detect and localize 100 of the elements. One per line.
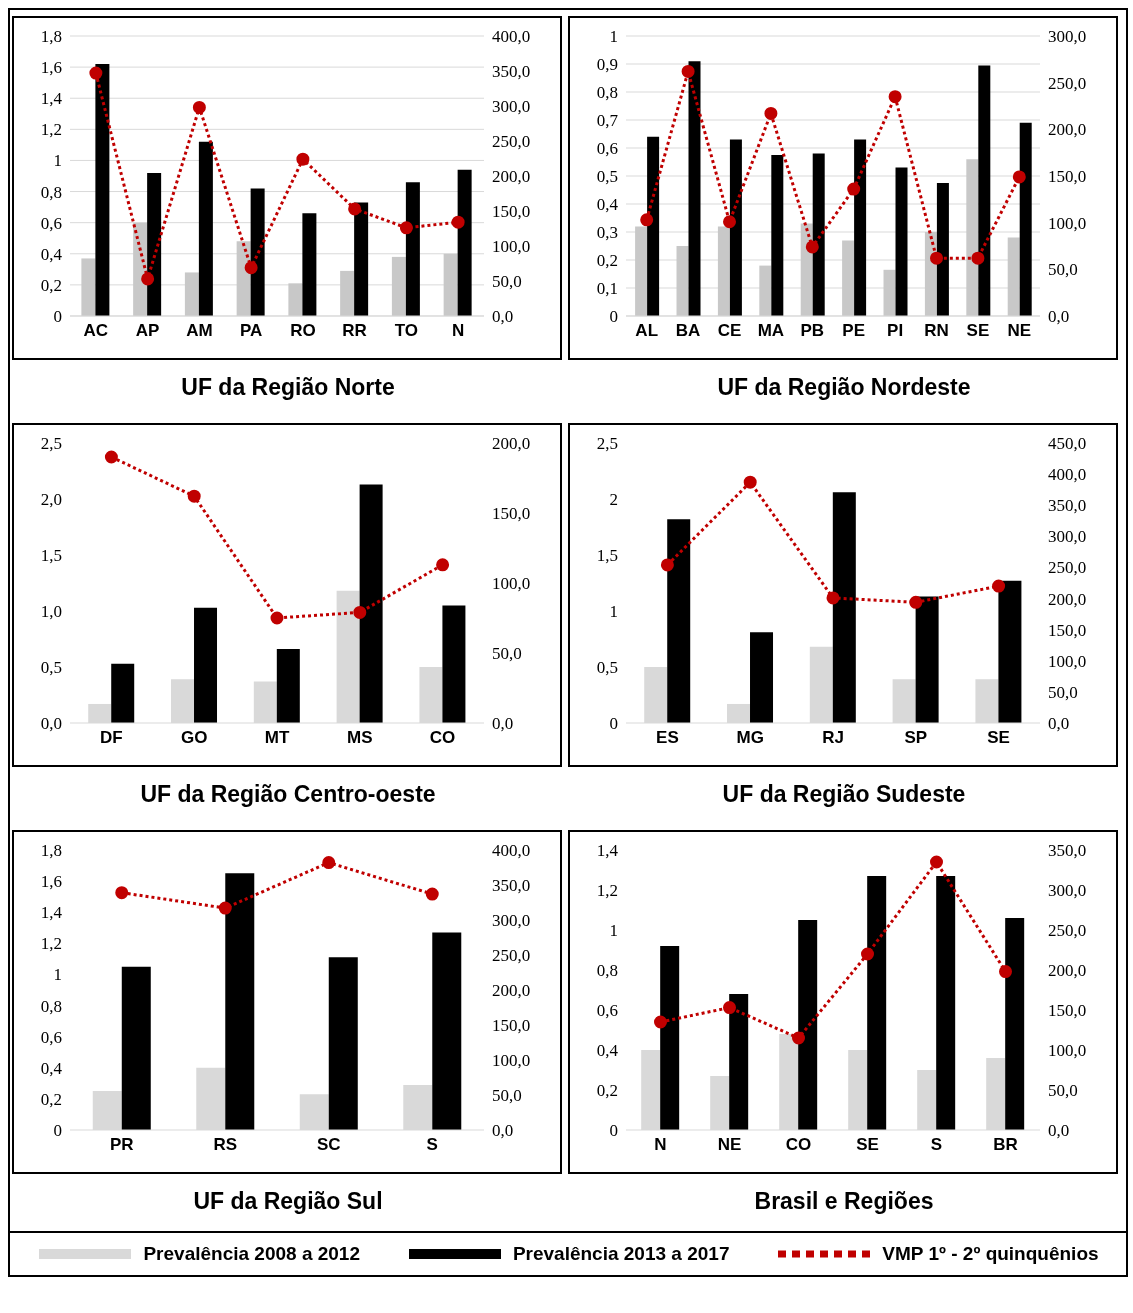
y-tick-label: 0,6 (596, 139, 618, 159)
y-tick-label: 1,4 (596, 841, 619, 861)
y-tick-label: 1 (609, 27, 618, 47)
bar (111, 663, 135, 723)
y2-tick-label: 450,0 (1048, 434, 1087, 454)
bar (800, 223, 813, 316)
y2-tick-label: 0,0 (492, 307, 514, 327)
point (992, 579, 1006, 593)
bar (1005, 918, 1025, 1130)
point (425, 887, 439, 901)
bar (717, 226, 730, 316)
y2-tick-label: 100,0 (1048, 1041, 1087, 1061)
x-tick-label: CE (717, 321, 742, 341)
bar (442, 605, 466, 723)
point (270, 611, 284, 625)
x-axis-title: UF da Região Norte (180, 373, 396, 402)
y-tick-label: 1,2 (40, 934, 62, 954)
x-tick-label: N (451, 321, 465, 341)
y-tick-label: 1,2 (40, 120, 62, 140)
y2-tick-label: 250,0 (492, 946, 531, 966)
y-tick-label: 0,7 (596, 111, 619, 131)
bar (832, 492, 856, 723)
point (971, 251, 985, 265)
x-tick-label: MG (736, 728, 764, 748)
y2-tick-label: 350,0 (1048, 841, 1087, 861)
bar (647, 136, 660, 316)
point (1012, 170, 1026, 184)
x-axis-title: UF da Região Sudeste (721, 780, 967, 809)
legend-label: Prevalência 2013 a 2017 (512, 1243, 730, 1265)
point (723, 1001, 736, 1015)
bar (359, 484, 383, 723)
bar (432, 932, 462, 1130)
bar (328, 957, 358, 1130)
bar (236, 241, 251, 316)
y-tick-label: 1,5 (596, 546, 618, 566)
y2-tick-label: 0,0 (492, 714, 514, 734)
bar (842, 240, 855, 316)
y-tick-label: 1,4 (40, 903, 63, 923)
y-tick-label: 0,9 (596, 55, 618, 75)
x-tick-label: RJ (822, 728, 844, 748)
point (353, 605, 367, 619)
y-tick-label: 0,5 (596, 167, 618, 187)
y-tick-label: 0,4 (596, 1041, 619, 1061)
y-tick-label: 1 (53, 151, 62, 171)
bar (81, 258, 96, 316)
y-tick-label: 0,1 (596, 279, 618, 299)
point (654, 1015, 667, 1029)
bar (688, 61, 701, 316)
y-tick-label: 0,2 (596, 251, 618, 271)
y2-tick-label: 200,0 (492, 981, 531, 1001)
x-tick-label: AL (635, 321, 659, 341)
x-tick-label: RR (342, 321, 367, 341)
x-tick-label: PI (887, 321, 904, 341)
y-tick-label: 0,4 (596, 195, 619, 215)
y2-tick-label: 50,0 (1048, 260, 1078, 280)
x-tick-label: PE (842, 321, 866, 341)
y-tick-label: 1 (609, 602, 618, 622)
bar (936, 876, 956, 1130)
y2-tick-label: 200,0 (492, 167, 531, 187)
y-tick-label: 0,4 (40, 244, 63, 264)
bar (225, 873, 255, 1130)
point (861, 947, 874, 961)
y2-tick-label: 0,0 (492, 1121, 514, 1141)
point (743, 475, 757, 489)
y-tick-label: 2 (609, 490, 618, 510)
point (115, 886, 129, 900)
point (640, 213, 654, 227)
y-tick-label: 0,5 (40, 658, 62, 678)
y2-tick-label: 250,0 (492, 132, 531, 152)
bar (915, 596, 939, 723)
bar (276, 649, 300, 723)
y2-tick-label: 300,0 (1048, 27, 1087, 47)
bar (405, 182, 420, 316)
x-tick-label: NE (1007, 321, 1032, 341)
bar (250, 188, 265, 316)
x-tick-label: CO (429, 728, 456, 748)
point (999, 965, 1012, 979)
y-tick-label: 0,8 (596, 83, 618, 103)
x-axis-title: UF da Região Nordeste (716, 373, 972, 402)
point (451, 215, 465, 229)
bar (660, 946, 680, 1130)
bar (936, 183, 949, 316)
bar (729, 994, 749, 1130)
y2-tick-label: 150,0 (1048, 167, 1087, 187)
legend-label: Prevalência 2008 a 2012 (143, 1243, 361, 1265)
x-tick-label: CO (785, 1135, 812, 1155)
x-tick-label: RS (213, 1135, 238, 1155)
bar (750, 632, 774, 723)
y2-tick-label: 300,0 (1048, 881, 1087, 901)
bar (883, 269, 896, 316)
y2-tick-label: 350,0 (492, 876, 531, 896)
bar (340, 270, 355, 316)
y2-tick-label: 400,0 (492, 841, 531, 861)
y-tick-label: 0 (609, 307, 618, 327)
bar (1007, 237, 1020, 316)
bar (812, 153, 825, 316)
x-tick-label: MA (757, 321, 785, 341)
bar (457, 169, 472, 316)
y2-tick-label: 100,0 (492, 1051, 531, 1071)
y-tick-label: 1,8 (40, 27, 62, 47)
